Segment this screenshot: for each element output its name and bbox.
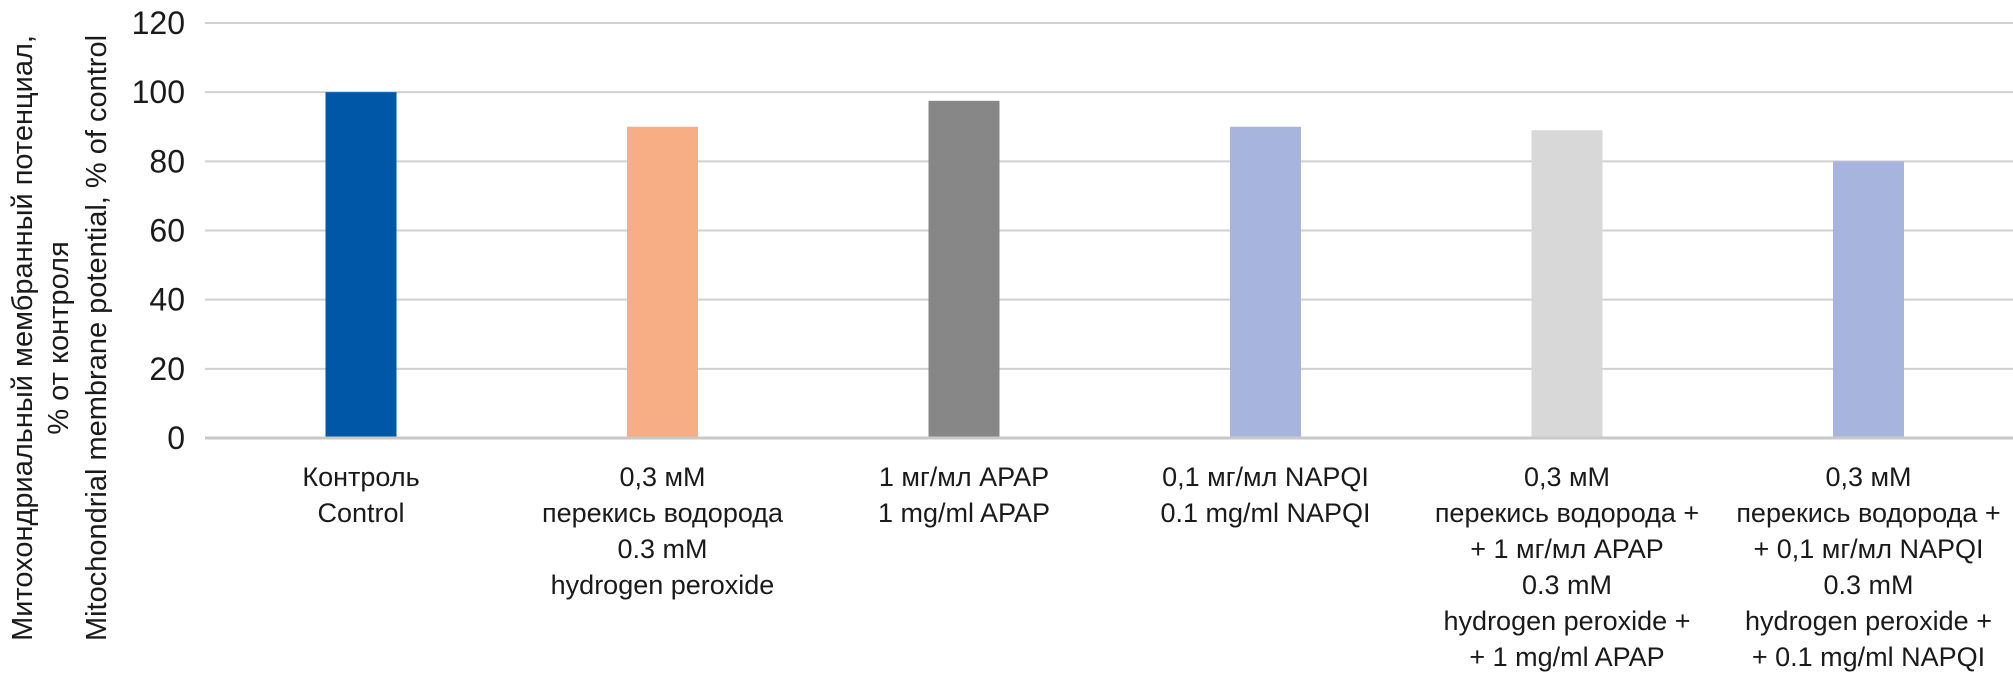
category-label: 0.3 mM [1823,570,1913,600]
category-label: 0,3 мМ [619,462,705,492]
category-label: hydrogen peroxide [551,570,775,600]
y-axis-label: Митохондриальный мембранный потенциал,% … [7,35,113,641]
bar [1531,130,1603,439]
category-label: 1 mg/ml APAP [878,498,1050,528]
category-label: + 0.1 mg/ml NAPQI [1752,642,1985,672]
y-axis-title: % от контроля [43,241,75,434]
category-label: 0,1 мг/мл NAPQI [1162,462,1369,492]
bar [325,92,397,439]
y-axis-ticks: 0 20 40 60 80 100 120 [132,5,185,456]
category-label: + 1 мг/мл APAP [1470,534,1664,564]
category-label: 0,3 мМ [1524,462,1610,492]
y-tick-label: 60 [149,213,185,249]
y-axis-title: Mitochondrial membrane potential, % of c… [81,35,113,641]
bar [1833,161,1904,439]
category-label: 0.1 mg/ml NAPQI [1160,498,1370,528]
category-label: hydrogen peroxide + [1444,606,1691,636]
y-axis-title: Митохондриальный мембранный потенциал, [7,35,39,641]
category-label: перекись водорода [542,498,784,528]
category-label: перекись водорода + [1736,498,2000,528]
category-label: 0,3 мМ [1825,462,1911,492]
bar [1230,126,1301,438]
y-tick-label: 0 [167,420,185,456]
category-label: Control [317,498,404,528]
y-tick-label: 40 [149,282,185,318]
category-label: + 1 mg/ml APAP [1469,642,1664,672]
category-label: Контроль [302,462,419,492]
y-tick-label: 20 [149,351,185,387]
category-label: + 0,1 мг/мл NAPQI [1753,534,1983,564]
category-label: перекись водорода + [1435,498,1699,528]
category-label: hydrogen peroxide + [1745,606,1992,636]
bar [928,100,1000,438]
y-tick-label: 100 [132,74,185,110]
bar [627,126,698,438]
category-label: 1 мг/мл APAP [879,462,1049,492]
y-tick-label: 120 [132,5,185,41]
category-label: 0.3 mM [617,534,707,564]
gridlines [205,22,2013,370]
bars [325,92,1904,439]
category-label: 0.3 mM [1522,570,1612,600]
category-labels: Контроль Control 0,3 мМ перекись водорода 0.… [302,462,2000,672]
y-tick-label: 80 [149,143,185,179]
